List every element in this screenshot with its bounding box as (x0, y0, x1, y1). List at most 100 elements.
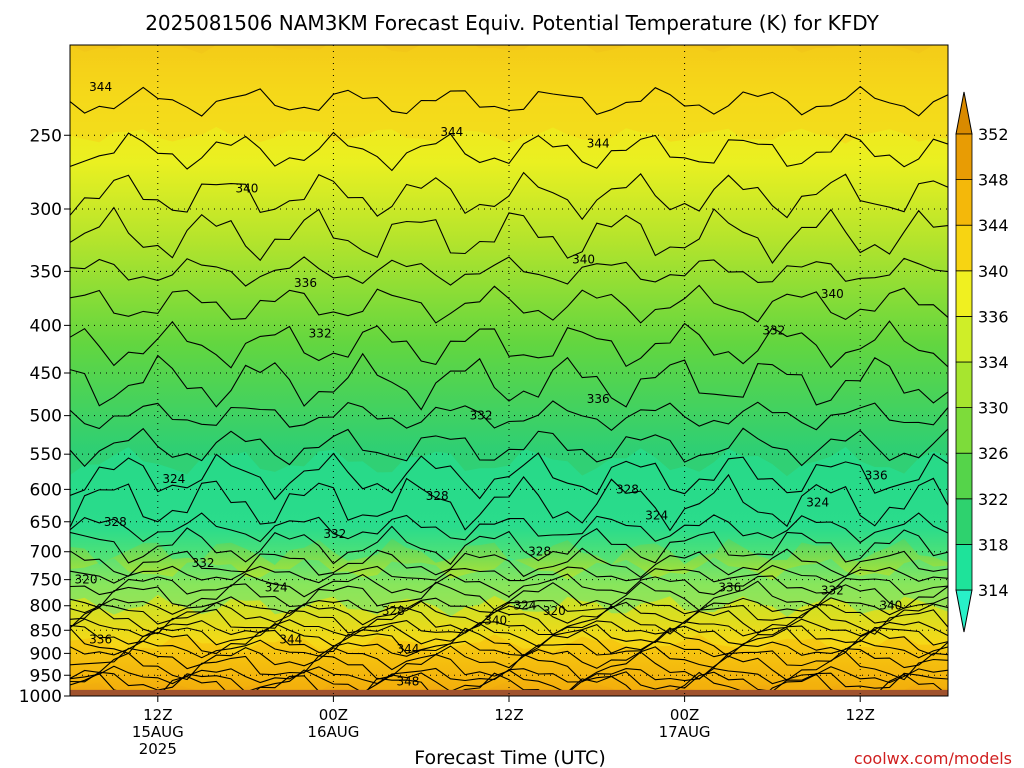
svg-text:324: 324 (645, 508, 668, 522)
colorbar-label: 326 (978, 444, 1009, 463)
contour-label: 324 (162, 472, 185, 486)
colorbar-segment (955, 133, 973, 180)
y-tick-label: 550 (30, 445, 62, 465)
contour-label: 324 (265, 581, 288, 595)
contour-label: 328 (382, 604, 405, 618)
y-tick-label: 300 (30, 200, 62, 220)
contour-line (70, 206, 948, 264)
contour-label: 344 (89, 80, 112, 94)
colorbar-arrow-top (955, 91, 973, 135)
svg-text:344: 344 (279, 633, 302, 647)
svg-text:328: 328 (382, 604, 405, 618)
svg-text:324: 324 (514, 599, 537, 613)
svg-text:344: 344 (89, 80, 112, 94)
svg-text:348: 348 (396, 675, 419, 689)
contour-line (70, 627, 948, 658)
contour-line (70, 605, 948, 636)
contour-label: 336 (294, 276, 317, 290)
svg-text:332: 332 (323, 527, 346, 541)
svg-text:344: 344 (396, 642, 419, 656)
svg-text:336: 336 (587, 392, 610, 406)
y-tick-label: 850 (30, 621, 62, 641)
contour-label: 340 (821, 287, 844, 301)
svg-text:332: 332 (309, 326, 332, 340)
svg-text:340: 340 (484, 614, 507, 628)
svg-text:328: 328 (426, 489, 449, 503)
svg-text:320: 320 (75, 573, 98, 587)
x-tick-label: 17AUG (659, 723, 711, 741)
colorbar-segment (955, 224, 973, 272)
y-tick-label: 800 (30, 597, 62, 617)
color-band (70, 45, 948, 144)
contour-label: 332 (192, 556, 215, 570)
contour-label: 340 (236, 181, 259, 195)
x-axis-label: Forecast Time (UTC) (414, 747, 605, 768)
svg-text:320: 320 (543, 604, 566, 618)
contour-line (70, 618, 948, 638)
colorbar-label: 318 (978, 535, 1009, 554)
contour-label: 328 (426, 489, 449, 503)
ground-below-surface (70, 689, 948, 696)
svg-text:332: 332 (470, 409, 493, 423)
colorbar-segment (955, 315, 973, 363)
svg-text:340: 340 (572, 253, 595, 267)
contour-line (70, 256, 948, 287)
color-band (70, 634, 948, 696)
colorbar-label: 314 (978, 581, 1009, 600)
colorbar-segment (955, 407, 973, 454)
svg-text:340: 340 (236, 181, 259, 195)
x-tick-label: 12Z (846, 706, 875, 724)
y-tick-label: 350 (30, 262, 62, 282)
contour-label: 324 (645, 508, 668, 522)
svg-text:344: 344 (587, 136, 610, 150)
contour-label: 336 (587, 392, 610, 406)
source-credit: coolwx.com/models (854, 749, 1012, 768)
svg-text:336: 336 (89, 633, 112, 647)
contour-label: 328 (616, 482, 639, 496)
x-tick-label: 00Z (319, 706, 348, 724)
contour-line (70, 400, 948, 432)
svg-text:324: 324 (806, 496, 829, 510)
colorbar-label: 336 (978, 307, 1009, 326)
y-tick-label: 600 (30, 480, 62, 500)
y-tick-label: 950 (30, 666, 62, 686)
contour-label: 336 (89, 633, 112, 647)
x-tick-label: 12Z (143, 706, 172, 724)
plot-area: 344 320 328 336 324 332 340 324 344 336 332 332 328 3… (69, 44, 949, 697)
contour-line (70, 427, 948, 468)
svg-text:332: 332 (762, 323, 785, 337)
colorbar-segment (955, 270, 973, 317)
x-tick-label: 2025 (139, 740, 177, 758)
colorbar: 314 318 322 326 330 334 336 340 344 348 352 (955, 91, 1009, 633)
svg-text:336: 336 (718, 581, 741, 595)
contour-line (70, 651, 948, 682)
contour-label: 348 (396, 675, 419, 689)
contour-line (70, 512, 948, 544)
contour-label: 332 (821, 583, 844, 597)
contour-line (70, 573, 948, 598)
y-tick-label: 1000 (19, 687, 62, 707)
color-band (70, 446, 948, 565)
contour-line (70, 284, 948, 324)
contour-label: 336 (865, 469, 888, 483)
chart-title: 2025081506 NAM3KM Forecast Equiv. Potent… (145, 11, 879, 35)
svg-text:340: 340 (821, 287, 844, 301)
colorbar-label: 334 (978, 353, 1009, 372)
svg-text:324: 324 (265, 581, 288, 595)
colorbar-label: 330 (978, 399, 1009, 418)
contour-line (70, 131, 948, 172)
contour-label: 332 (470, 409, 493, 423)
contour-label: 332 (762, 323, 785, 337)
contour-label: 324 (806, 496, 829, 510)
y-tick-label: 700 (30, 543, 62, 563)
colorbar-label: 344 (978, 216, 1009, 235)
y-tick-label: 450 (30, 364, 62, 384)
contour-label: 332 (309, 326, 332, 340)
contour-label: 340 (879, 599, 902, 613)
contour-label: 328 (104, 515, 127, 529)
contour-label: 340 (484, 614, 507, 628)
contour-label: 344 (587, 136, 610, 150)
contour-line (70, 564, 948, 584)
